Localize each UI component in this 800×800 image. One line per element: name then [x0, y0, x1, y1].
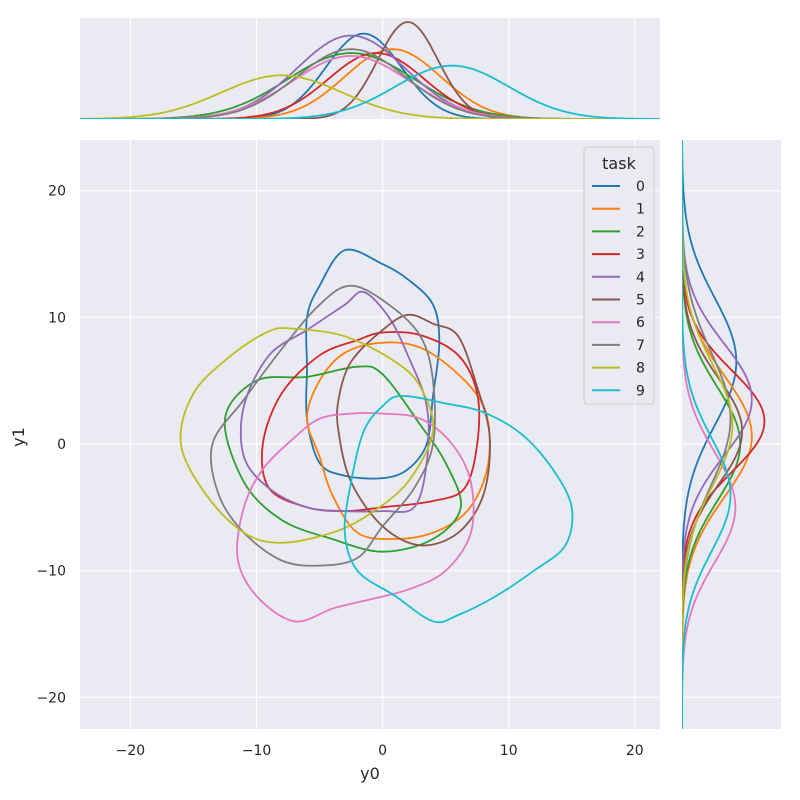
legend-label-task-6: 6 [636, 315, 645, 331]
kde-contour-task-7 [209, 284, 436, 567]
legend-items: 0 1 2 3 4 5 6 7 8 9 [592, 179, 645, 399]
right-marginal-curve-task-6 [682, 140, 737, 729]
legend-title: task [602, 154, 636, 173]
x-tick-label: 20 [626, 743, 644, 759]
legend-label-task-2: 2 [636, 224, 645, 240]
main-plot-background [80, 140, 660, 729]
legend-label-task-9: 9 [636, 383, 645, 399]
y-tick-label: −20 [36, 690, 66, 706]
top-marginal-curve-task-9 [80, 64, 660, 119]
x-tick-label: −10 [242, 743, 272, 759]
legend-label-task-4: 4 [636, 270, 645, 286]
legend-label-task-8: 8 [636, 361, 645, 377]
legend-label-task-1: 1 [636, 202, 645, 218]
main-plot-area [179, 248, 574, 624]
kde-contour-task-3 [260, 331, 481, 512]
legend-frame [583, 146, 655, 405]
y-tick-label: 10 [48, 310, 66, 326]
top-marginal-area [80, 21, 660, 119]
kde-contour-task-5 [336, 313, 491, 547]
kde-contours [179, 248, 574, 624]
right-marginal-area [682, 140, 766, 729]
x-axis-label: y0 [360, 764, 380, 783]
y-axis-ticks: −20 −10 0 10 20 [36, 184, 66, 707]
top-marginal-curve-task-5 [80, 21, 660, 119]
x-axis-ticks: −20 −10 0 10 20 [116, 743, 644, 759]
legend-label-task-3: 3 [636, 247, 645, 263]
y-axis-label: y1 [9, 427, 28, 447]
x-tick-label: 10 [500, 743, 518, 759]
legend: task 0 1 2 3 4 5 6 7 8 9 [583, 146, 655, 405]
x-tick-label: −20 [116, 743, 146, 759]
y-tick-label: 0 [57, 437, 66, 453]
right-marginal-curve-task-9 [682, 140, 732, 729]
top-marginal-curve-task-8 [80, 74, 660, 119]
kde-contour-task-8 [179, 327, 435, 544]
grid-lines [80, 18, 781, 729]
y-tick-label: 20 [48, 184, 66, 200]
legend-label-task-7: 7 [636, 338, 645, 354]
y-tick-label: −10 [36, 564, 66, 580]
kde-contour-task-9 [343, 394, 574, 624]
kde-contour-task-0 [305, 248, 441, 480]
kde-contour-task-6 [236, 412, 475, 623]
x-tick-label: 0 [378, 743, 387, 759]
top-marginal-curve-task-0 [80, 32, 660, 119]
legend-label-task-5: 5 [636, 293, 645, 309]
legend-label-task-0: 0 [636, 179, 645, 195]
kde-contour-task-1 [306, 341, 491, 540]
